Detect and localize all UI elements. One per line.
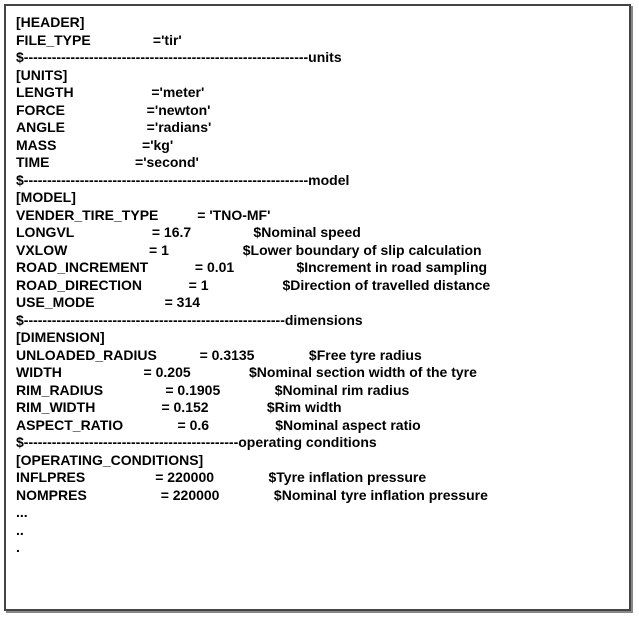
model-vxlow: VXLOW = 1 $Lower boundary of slip calcul… <box>16 242 482 258</box>
dim-rim-width: RIM_WIDTH = 0.152 $Rim width <box>16 399 342 415</box>
dim-aspect-ratio: ASPECT_RATIO = 0.6 $Nominal aspect ratio <box>16 417 421 433</box>
units-mass: MASS ='kg' <box>16 137 173 153</box>
model-road-increment: ROAD_INCREMENT = 0.01 $Increment in road… <box>16 259 487 275</box>
op-inflpres: INFLPRES = 220000 $Tyre inflation pressu… <box>16 469 426 485</box>
op-nompres: NOMPRES = 220000 $Nominal tyre inflation… <box>16 487 488 503</box>
model-vender: VENDER_TIRE_TYPE = 'TNO-MF' <box>16 207 270 223</box>
operating-section: [OPERATING_CONDITIONS] <box>16 452 203 468</box>
units-force: FORCE ='newton' <box>16 102 211 118</box>
sep-operating: $---------------------------------------… <box>16 434 377 450</box>
units-section: [UNITS] <box>16 67 67 83</box>
model-use-mode: USE_MODE = 314 <box>16 294 200 310</box>
sep-units: $---------------------------------------… <box>16 49 342 65</box>
sep-model: $---------------------------------------… <box>16 172 349 188</box>
units-time: TIME ='second' <box>16 154 199 170</box>
header-section: [HEADER] <box>16 14 84 30</box>
dim-width: WIDTH = 0.205 $Nominal section width of … <box>16 364 477 380</box>
model-section: [MODEL] <box>16 189 76 205</box>
trail-3: . <box>16 539 20 555</box>
dim-unloaded-radius: UNLOADED_RADIUS = 0.3135 $Free tyre radi… <box>16 347 422 363</box>
trail-2: .. <box>16 522 24 538</box>
dim-rim-radius: RIM_RADIUS = 0.1905 $Nominal rim radius <box>16 382 409 398</box>
file-type-line: FILE_TYPE ='tir' <box>16 32 182 48</box>
model-road-direction: ROAD_DIRECTION = 1 $Direction of travell… <box>16 277 490 293</box>
dimension-section: [DIMENSION] <box>16 329 105 345</box>
model-longvl: LONGVL = 16.7 $Nominal speed <box>16 224 361 240</box>
trail-1: ... <box>16 504 28 520</box>
tir-file-view: [HEADER] FILE_TYPE ='tir' $-------------… <box>4 4 631 611</box>
sep-dimensions: $---------------------------------------… <box>16 312 363 328</box>
units-length: LENGTH ='meter' <box>16 84 204 100</box>
units-angle: ANGLE ='radians' <box>16 119 211 135</box>
